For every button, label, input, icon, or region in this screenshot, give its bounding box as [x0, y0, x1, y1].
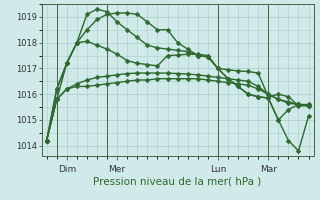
X-axis label: Pression niveau de la mer( hPa ): Pression niveau de la mer( hPa ) [93, 177, 262, 187]
